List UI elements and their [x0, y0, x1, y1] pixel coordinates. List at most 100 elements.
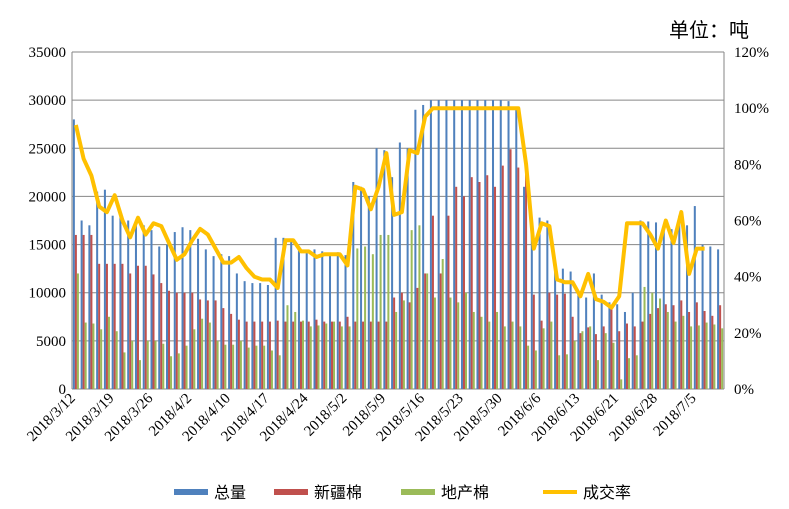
bar-total: [460, 100, 463, 390]
bar-domestic: [666, 311, 669, 389]
bar-total: [344, 255, 347, 389]
bar-total: [484, 100, 487, 390]
bar-total: [608, 302, 611, 389]
bar-xinjiang: [129, 273, 132, 389]
bar-total: [228, 256, 231, 389]
bar-xinjiang: [331, 321, 334, 389]
bar-xinjiang: [144, 265, 147, 389]
y-tick-label: 0: [59, 382, 67, 398]
bar-total: [235, 273, 238, 389]
y2-tick-label: 120%: [734, 45, 769, 61]
bar-xinjiang: [199, 299, 202, 389]
bar-xinjiang: [292, 321, 295, 389]
bar-total: [173, 232, 176, 389]
bar-domestic: [705, 322, 708, 389]
bar-domestic: [232, 344, 235, 389]
bar-domestic: [511, 321, 514, 389]
legend-label: 地产棉: [441, 483, 489, 502]
bar-total: [111, 215, 114, 389]
bar-total: [717, 249, 720, 389]
bar-total: [80, 220, 83, 389]
bar-total: [453, 100, 456, 390]
bar-total: [158, 246, 161, 389]
bar-domestic: [301, 320, 305, 389]
bar-total: [290, 240, 293, 389]
bar-total: [398, 142, 401, 389]
bar-domestic: [433, 297, 436, 389]
bar-total: [88, 225, 91, 389]
bar-domestic: [472, 311, 475, 389]
bar-xinjiang: [307, 321, 310, 389]
bar-xinjiang: [245, 321, 248, 389]
bar-domestic: [573, 340, 576, 389]
grid-lines: [72, 51, 724, 390]
bar-total: [631, 292, 634, 389]
bar-domestic: [92, 323, 95, 389]
bar-total: [569, 271, 572, 389]
bar-domestic: [146, 340, 149, 389]
bar-domestic: [224, 344, 227, 389]
bar-domestic: [100, 329, 103, 389]
x-tick-label: 2018/7/5: [651, 391, 700, 440]
bar-xinjiang: [532, 294, 535, 389]
bar-xinjiang: [424, 273, 427, 389]
bar-domestic: [131, 340, 134, 389]
bar-xinjiang: [362, 321, 365, 389]
bar-domestic: [356, 248, 359, 389]
bar-total: [142, 225, 145, 389]
bar-domestic: [534, 350, 537, 389]
bar-xinjiang: [703, 311, 706, 389]
bar-total: [623, 311, 626, 389]
rate-line: [73, 106, 705, 310]
bar-xinjiang: [641, 321, 644, 389]
bar-xinjiang: [501, 165, 504, 389]
y2-tick-label: 0%: [734, 382, 754, 398]
bar-domestic: [123, 352, 126, 389]
bar-total: [662, 225, 665, 389]
bar-total: [647, 221, 650, 389]
bar-domestic: [627, 358, 631, 389]
bar-xinjiang: [439, 273, 442, 389]
bar-total: [274, 237, 277, 389]
bar-xinjiang: [672, 305, 675, 389]
bar-domestic: [690, 326, 693, 389]
bar-domestic: [208, 322, 211, 389]
bar-domestic: [426, 273, 429, 389]
bar-total: [134, 221, 137, 389]
bar-xinjiang: [688, 311, 691, 389]
bar-domestic: [340, 326, 343, 389]
legend: 总量 新疆棉 地产棉 成交率: [174, 483, 631, 502]
bar-xinjiang: [462, 196, 465, 389]
bar-domestic: [193, 329, 196, 389]
legend-swatch: [274, 489, 308, 495]
bar-total: [429, 100, 432, 390]
bar-total: [367, 196, 370, 389]
bar-domestic: [333, 321, 336, 389]
bar-domestic: [418, 225, 421, 389]
bar-xinjiang: [509, 149, 512, 389]
y-tick-label: 20000: [29, 189, 67, 205]
bar-xinjiang: [525, 164, 528, 389]
bar-domestic: [651, 292, 654, 389]
bar-domestic: [263, 345, 266, 389]
bar-domestic: [721, 328, 724, 389]
bar-total: [360, 186, 363, 389]
bar-xinjiang: [183, 292, 186, 389]
bar-xinjiang: [486, 175, 489, 389]
bar-total: [127, 220, 130, 389]
bar-domestic: [348, 326, 351, 389]
bar-xinjiang: [618, 331, 621, 389]
bar-total: [445, 100, 448, 390]
y2-tick-label: 80%: [734, 157, 762, 173]
bar-domestic: [480, 316, 483, 389]
bar-domestic: [216, 340, 219, 389]
bar-xinjiang: [517, 167, 520, 389]
bar-domestic: [527, 345, 530, 389]
y2-tick-label: 60%: [734, 214, 762, 230]
bar-total: [422, 104, 425, 389]
bar-xinjiang: [237, 319, 240, 389]
bar-total: [693, 206, 696, 389]
bar-domestic: [395, 311, 398, 389]
bar-domestic: [138, 360, 142, 389]
bar-domestic: [154, 340, 157, 389]
